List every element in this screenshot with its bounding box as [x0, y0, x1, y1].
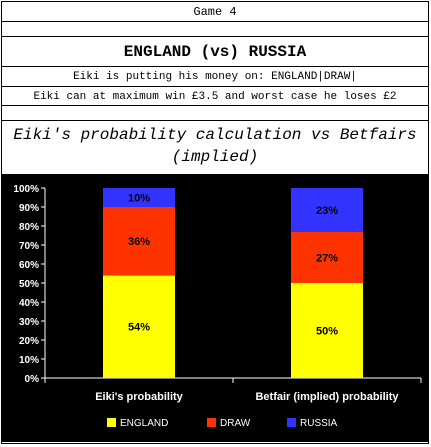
data-label: 54%: [128, 322, 150, 334]
bar-segment-draw: [291, 231, 363, 283]
subtitle-line-1: Eiki's probability calculation vs Betfai…: [13, 126, 417, 144]
game-label: Game 4: [1, 1, 429, 22]
bar-segment-england: [103, 275, 175, 378]
win-info: Eiki can at maximum win £3.5 and worst c…: [1, 86, 429, 106]
legend-label: DRAW: [220, 418, 251, 429]
y-tick-label: 90%: [19, 203, 39, 214]
y-tick-label: 70%: [19, 241, 39, 252]
y-tick-label: 50%: [19, 279, 39, 290]
x-category-label: Eiki's probability: [95, 391, 183, 403]
legend-swatch-england: [107, 418, 116, 427]
data-label: 10%: [128, 193, 150, 205]
data-label: 36%: [128, 236, 150, 248]
subtitle-line-2: (implied): [171, 148, 259, 166]
data-label: 23%: [316, 205, 338, 217]
match-title: ENGLAND (vs) RUSSIA: [1, 36, 429, 66]
y-tick-label: 0%: [25, 374, 40, 385]
bar-segment-england: [291, 283, 363, 378]
data-label: 27%: [316, 252, 338, 264]
y-tick-label: 10%: [19, 355, 39, 366]
bar-segment-russia: [291, 188, 363, 232]
bar-segment-draw: [103, 207, 175, 276]
data-label: 50%: [316, 326, 338, 338]
legend-label: ENGLAND: [120, 418, 168, 429]
y-tick-label: 80%: [19, 222, 39, 233]
bar-segment-russia: [103, 188, 175, 207]
legend-swatch-russia: [287, 418, 296, 427]
x-category-label: Betfair (implied) probability: [255, 391, 399, 403]
y-tick-label: 40%: [19, 298, 39, 309]
y-tick-label: 20%: [19, 336, 39, 347]
stacked-bar-chart: 0% 10% 20% 30% 40% 50% 60% 70% 80% 90% 100% 54% 36% 1…: [13, 184, 422, 429]
y-tick-label: 100%: [13, 184, 39, 195]
legend-label: RUSSIA: [300, 418, 338, 429]
y-tick-label: 30%: [19, 317, 39, 328]
legend-swatch-draw: [207, 418, 216, 427]
chart-subtitle: Eiki's probability calculation vs Betfai…: [1, 120, 429, 170]
chart-container: 0% 10% 20% 30% 40% 50% 60% 70% 80% 90% 100% 54% 36% 1…: [1, 174, 429, 442]
bet-info: Eiki is putting his money on: ENGLAND|DR…: [1, 66, 429, 86]
y-tick-label: 60%: [19, 260, 39, 271]
